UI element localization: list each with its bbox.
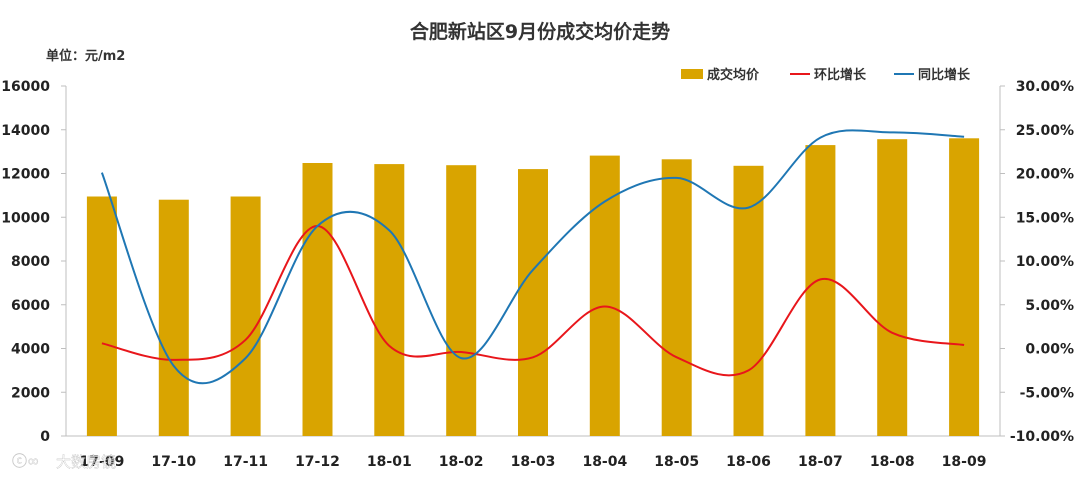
series-line-mom [101, 224, 965, 377]
x-tick-label: 18-01 [367, 454, 412, 470]
bar-18-05 [661, 159, 692, 437]
x-tick-label: 18-03 [511, 454, 556, 470]
legend-label-yoy: 同比增长 [918, 67, 971, 83]
y-right-tick-label: 0.00% [1025, 342, 1074, 358]
bars [86, 138, 980, 437]
bar-18-01 [374, 164, 405, 436]
x-tick-label: 17-10 [151, 454, 196, 470]
y-right-tick-label: 5.00% [1025, 298, 1074, 314]
y-left-tick-label: 12000 [1, 167, 50, 183]
bar-18-09 [949, 138, 980, 437]
bar-17-10 [158, 199, 189, 436]
lines [100, 129, 965, 385]
legend-swatch-bar [681, 69, 703, 79]
legend: 成交均价 环比增长 同比增长 [681, 67, 971, 83]
y-left-tick-label: 6000 [11, 298, 50, 314]
y-right-ticks: 30.00% 25.00% 20.00% 15.00% 10.00% 5.00% 0.00%… [1000, 79, 1074, 445]
unit-label: 单位：元/m2 [46, 48, 125, 64]
bar-17-11 [230, 196, 261, 436]
y-left-tick-label: 14000 [1, 123, 50, 139]
y-left-tick-label: 0 [40, 429, 50, 445]
x-tick-label: 18-06 [726, 454, 771, 470]
y-left-tick-label: 2000 [11, 385, 50, 401]
y-right-tick-label: -10.00% [1010, 429, 1074, 445]
y-left-ticks: 16000 14000 12000 10000 8000 6000 4000 2000 0 [1, 79, 66, 445]
chart-title: 合肥新站区9月份成交均价走势 [410, 20, 670, 43]
x-ticks: 17-09 17-10 17-11 17-12 18-01 18-02 18-03 18-04… [80, 454, 987, 470]
legend-label-price: 成交均价 [707, 67, 760, 83]
y-left-tick-label: 16000 [1, 79, 50, 95]
x-tick-label: 18-09 [942, 454, 987, 470]
y-left-tick-label: 8000 [11, 254, 50, 270]
y-left-tick-label: 4000 [11, 342, 50, 358]
y-right-tick-label: 30.00% [1016, 79, 1074, 95]
x-tick-label: 18-07 [798, 454, 843, 470]
watermark-text: 大数房镜 [56, 453, 116, 471]
y-right-tick-label: 10.00% [1016, 254, 1074, 270]
x-tick-label: 17-11 [223, 454, 268, 470]
watermark-icon: ⓒ∞ [12, 452, 40, 470]
series-line-yoy [100, 129, 965, 385]
x-tick-label: 18-02 [439, 454, 484, 470]
y-right-tick-label: 25.00% [1016, 123, 1074, 139]
watermark: ⓒ∞ 大数房镜 [12, 452, 116, 471]
x-tick-label: 17-09 [80, 454, 125, 470]
x-tick-label: 17-12 [295, 454, 340, 470]
x-tick-label: 18-08 [870, 454, 915, 470]
bar-18-02 [446, 165, 477, 436]
bar-18-03 [518, 169, 548, 436]
y-right-tick-label: 20.00% [1016, 167, 1074, 183]
x-tick-label: 18-04 [582, 454, 627, 470]
y-right-tick-label: 15.00% [1016, 210, 1074, 226]
bar-17-09 [86, 196, 117, 436]
bar-18-04 [589, 155, 620, 436]
y-right-tick-label: -5.00% [1020, 385, 1074, 401]
bar-18-08 [877, 139, 908, 436]
bar-18-07 [805, 145, 836, 436]
bar-18-06 [733, 165, 764, 437]
legend-label-mom: 环比增长 [814, 67, 867, 83]
bar-17-12 [302, 163, 333, 436]
y-left-tick-label: 10000 [1, 210, 50, 226]
x-tick-label: 18-05 [654, 454, 699, 470]
